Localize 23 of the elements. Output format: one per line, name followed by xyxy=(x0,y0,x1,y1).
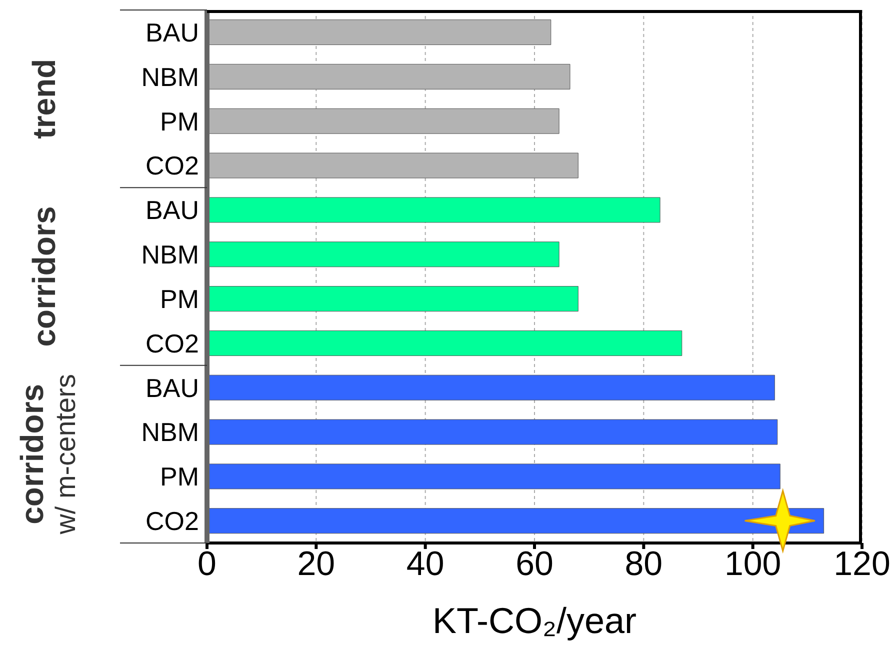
y-tick-label: BAU xyxy=(146,17,199,48)
x-tick-label: 120 xyxy=(834,545,890,584)
text: trend xyxy=(26,58,62,139)
x-tick-label: 100 xyxy=(724,545,782,584)
x-tick-label: 40 xyxy=(406,545,444,584)
x-axis-title: KT-CO₂/year xyxy=(432,600,637,641)
x-tick-label: 20 xyxy=(297,545,336,584)
y-tick-label: CO2 xyxy=(146,150,199,181)
text: corridors xyxy=(26,206,62,347)
y-tick-label: NBM xyxy=(141,240,199,270)
y-tick-label: PM xyxy=(160,284,199,314)
y-tick-label: PM xyxy=(160,106,199,136)
x-tick-label: 80 xyxy=(624,545,663,584)
text: corridors w/ m-centers xyxy=(14,374,81,536)
x-tick-label: 0 xyxy=(198,545,216,584)
y-tick-label: PM xyxy=(160,462,199,492)
y-tick-label: CO2 xyxy=(146,506,199,536)
y-tick-label: BAU xyxy=(146,195,199,226)
y-tick-label: NBM xyxy=(141,417,199,448)
y-tick-label: BAU xyxy=(146,372,199,403)
y-tick-label: NBM xyxy=(141,62,199,92)
y-tick-label: CO2 xyxy=(146,328,199,358)
x-tick-label: 60 xyxy=(516,545,554,584)
